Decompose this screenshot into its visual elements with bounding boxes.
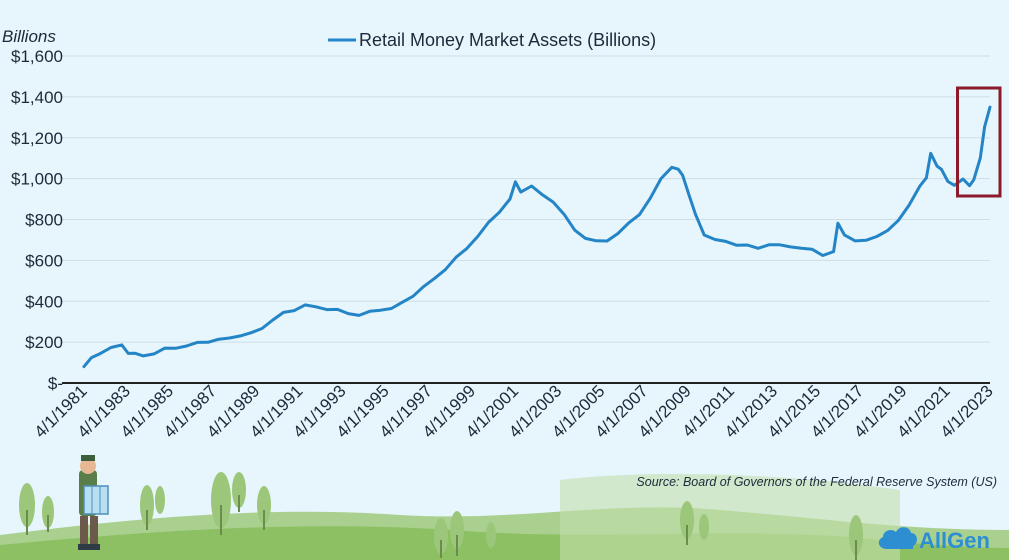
brand-name: AllGen [919, 528, 990, 553]
y-tick-label: $200 [25, 333, 63, 352]
x-axis-labels: 4/1/19814/1/19834/1/19854/1/19874/1/1989… [31, 381, 997, 441]
cloud-icon [878, 527, 917, 549]
y-tick-label: $- [48, 374, 63, 393]
y-tick-label: $400 [25, 292, 63, 311]
hiker-illustration [78, 455, 109, 550]
y-tick-label: $1,200 [11, 129, 63, 148]
brand-logo: AllGen [878, 527, 990, 553]
y-tick-label: $1,600 [11, 47, 63, 66]
highlight-box [956, 86, 1002, 198]
source-note: Source: Board of Governors of the Federa… [636, 475, 997, 489]
legend-label: Retail Money Market Assets (Billions) [359, 30, 656, 50]
series-line-retail-money-market [82, 105, 992, 369]
y-tick-label: $800 [25, 211, 63, 230]
legend: Retail Money Market Assets (Billions) [328, 30, 656, 50]
y-tick-label: $1,000 [11, 170, 63, 189]
y-tick-label: $600 [25, 251, 63, 270]
y-tick-label: $1,400 [11, 88, 63, 107]
landscape-illustration [0, 472, 1009, 560]
y-axis-labels: $- $200 $400 $600 $800 $1,000 $1,200 $1,400 $1,6… [11, 47, 63, 393]
gridlines [62, 55, 990, 343]
y-unit-label: Billions [2, 27, 56, 46]
